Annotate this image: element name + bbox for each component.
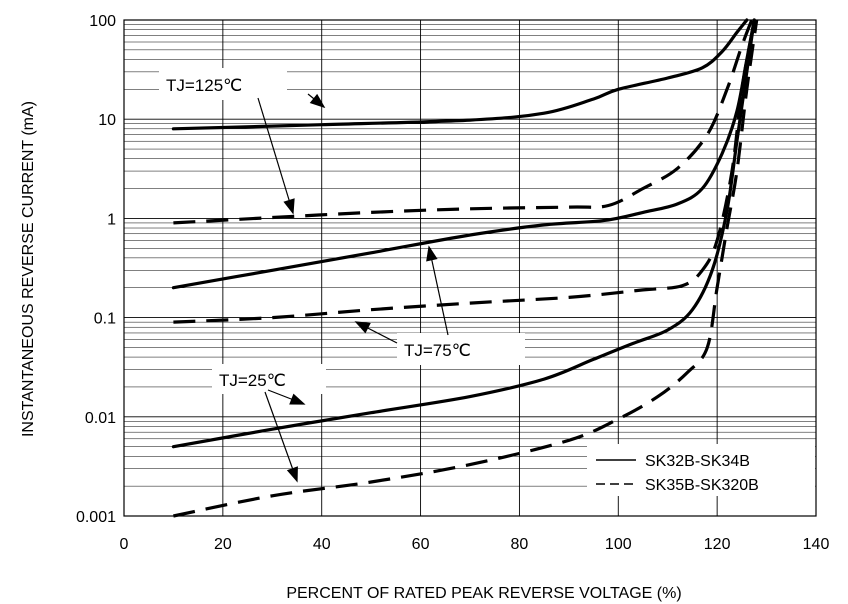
annotation-arrows — [257, 93, 449, 483]
annotation-tj-75: TJ=75℃ — [404, 341, 471, 360]
legend: SK32B-SK34B SK35B-SK320B — [587, 444, 815, 496]
arrow-head — [354, 321, 371, 334]
curves — [171, 18, 759, 518]
grid — [124, 20, 816, 516]
x-tick-label: 100 — [605, 536, 632, 553]
x-tick-label: 120 — [704, 536, 731, 553]
y-tick-label: 100 — [89, 13, 116, 30]
plot-frame — [123, 19, 817, 517]
legend-label-dashed: SK35B-SK320B — [645, 477, 759, 494]
series-line-3 — [171, 18, 756, 290]
annotation-tj-25: TJ=25℃ — [219, 371, 286, 390]
y-tick-label: 10 — [98, 112, 116, 129]
annotation-box-125 — [159, 68, 287, 100]
x-tick-label: 60 — [412, 536, 430, 553]
arrow-shaft — [257, 97, 294, 214]
annotation-tj-125: TJ=125℃ — [166, 76, 242, 95]
x-axis-ticks: 0 20 40 60 80 100 120 140 — [120, 536, 830, 553]
series-line-1 — [171, 18, 749, 131]
y-tick-label: 1 — [107, 211, 116, 228]
x-tick-label: 20 — [214, 536, 232, 553]
annotation-box-25 — [212, 364, 326, 394]
x-tick-label: 40 — [313, 536, 331, 553]
arrow-head — [283, 198, 295, 215]
arrow-head — [426, 245, 438, 262]
series-line-5 — [171, 18, 756, 449]
x-tick-label: 0 — [120, 536, 129, 553]
arrow-head — [309, 93, 326, 109]
x-tick-label: 140 — [803, 536, 830, 553]
y-tick-label: 0.001 — [76, 509, 116, 526]
annotations: TJ=125℃ TJ=75℃ TJ=25℃ — [159, 68, 525, 483]
x-axis-label: PERCENT OF RATED PEAK REVERSE VOLTAGE (%… — [286, 585, 681, 602]
legend-label-solid: SK32B-SK34B — [645, 453, 750, 470]
y-tick-label: 0.01 — [85, 410, 116, 427]
arrow-shaft — [428, 246, 449, 336]
y-axis-label: INSTANTANEOUS REVERSE CURRENT (mA) — [20, 101, 37, 437]
series-line-6 — [173, 19, 759, 518]
y-axis-ticks: 0.001 0.01 0.1 1 10 100 — [76, 13, 116, 526]
arrow-head — [289, 393, 306, 405]
arrow-shaft — [264, 391, 298, 482]
arrow-head — [286, 466, 298, 483]
series-line-2 — [173, 19, 754, 225]
annotation-box-75 — [397, 333, 525, 365]
series-line-4 — [173, 19, 759, 324]
x-tick-label: 80 — [511, 536, 529, 553]
y-tick-label: 0.1 — [94, 311, 116, 328]
legend-box — [587, 444, 815, 496]
